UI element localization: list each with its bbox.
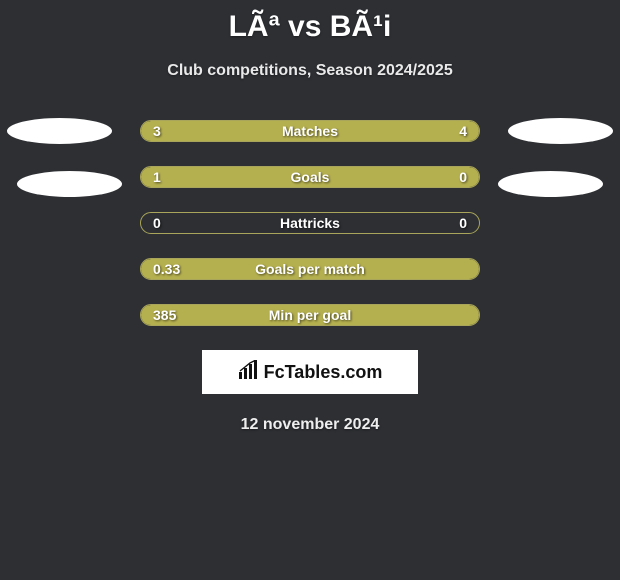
player-right-badge-2 — [498, 171, 603, 197]
stat-left-value: 3 — [153, 121, 161, 141]
subtitle: Club competitions, Season 2024/2025 — [0, 62, 620, 80]
stat-row: Hattricks0 0 — [140, 212, 480, 234]
stat-left-value: 0.33 — [153, 259, 180, 279]
source-logo-text: FcTables.com — [264, 362, 383, 383]
stat-label: Hattricks — [141, 213, 479, 233]
stat-row: Matches3 4 — [140, 120, 480, 142]
stat-right-value: 0 — [459, 213, 467, 233]
player-left-badge-2 — [17, 171, 122, 197]
stats-area: Matches34Goals10Hattricks00Goals per mat… — [0, 120, 620, 434]
stat-right-value: 4 — [459, 121, 467, 141]
source-logo: FcTables.com — [202, 350, 418, 394]
stat-bars: Matches34Goals10Hattricks00Goals per mat… — [140, 120, 480, 326]
chart-icon — [238, 360, 260, 385]
stat-right-value: 0 — [459, 167, 467, 187]
page-title: LÃª vs BÃ¹i — [0, 0, 620, 44]
stat-row: Min per goal385 — [140, 304, 480, 326]
stat-label: Goals per match — [141, 259, 479, 279]
date-line: 12 november 2024 — [0, 416, 620, 434]
stat-label: Matches — [141, 121, 479, 141]
stat-label: Goals — [141, 167, 479, 187]
player-right-badge-1 — [508, 118, 613, 144]
stat-row: Goals per match0.33 — [140, 258, 480, 280]
player-left-badge-1 — [7, 118, 112, 144]
comparison-card: LÃª vs BÃ¹i Club competitions, Season 20… — [0, 0, 620, 434]
stat-left-value: 0 — [153, 213, 161, 233]
stat-left-value: 385 — [153, 305, 176, 325]
stat-row: Goals1 0 — [140, 166, 480, 188]
stat-left-value: 1 — [153, 167, 161, 187]
stat-label: Min per goal — [141, 305, 479, 325]
